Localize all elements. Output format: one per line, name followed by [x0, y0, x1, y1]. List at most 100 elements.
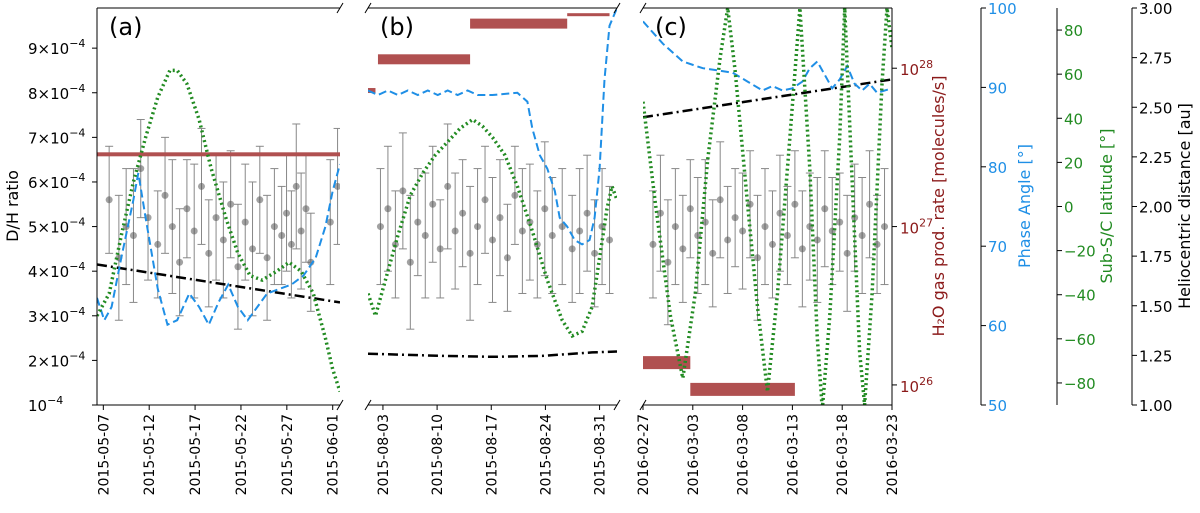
dh-point: [444, 182, 452, 190]
latitude-tick-label: −20: [1064, 243, 1096, 261]
y-tick-label-exponent: −4: [69, 37, 85, 50]
helio-axis-label: Heliocentric distance [au]: [1175, 103, 1194, 309]
y-tick-label-exponent: −4: [69, 126, 85, 139]
dh-point: [858, 231, 866, 239]
y-axis-label-dh: D/H ratio: [3, 170, 22, 242]
y-tick-label: 5×10−4: [28, 216, 85, 237]
helio-tick-label: 1.75: [1139, 248, 1172, 266]
y-tick-label-exponent: −4: [69, 349, 85, 362]
panel-plot-area: [368, 8, 617, 359]
y-tick-label-base: 4×10: [28, 263, 69, 281]
latitude-tick-label: −40: [1064, 287, 1096, 305]
dh-point: [197, 182, 205, 190]
dh-point: [263, 254, 271, 262]
dh-point: [451, 227, 459, 235]
latitude-tick-label: −80: [1064, 375, 1096, 393]
dh-point: [241, 218, 249, 226]
water-production-bar: [368, 88, 376, 94]
dh-point: [489, 236, 496, 244]
y-tick-label: 7×10−4: [28, 126, 85, 147]
axis-break-mark: [336, 399, 344, 411]
latitude-tick-label: 60: [1064, 66, 1083, 84]
dh-point: [583, 209, 591, 217]
dh-point: [866, 200, 874, 208]
dh-point: [671, 223, 679, 231]
y-tick-label-base: 9×10: [28, 40, 69, 58]
x-tick-label: 2015-05-22: [234, 414, 250, 495]
dh-point: [558, 223, 566, 231]
dh-point: [606, 236, 614, 244]
dh-point: [783, 231, 791, 239]
water-tick-label-base: 10: [900, 378, 919, 396]
dh-point: [212, 214, 220, 222]
water-tick-label: 1028: [900, 58, 933, 79]
panel-label: (b): [380, 13, 414, 41]
dh-point: [548, 231, 556, 239]
phase-angle-line: [643, 20, 892, 94]
panel-plot-area: [97, 68, 340, 393]
dh-point: [406, 258, 414, 266]
axis-break-mark: [364, 2, 372, 14]
dh-point: [219, 236, 227, 244]
y-tick-label: 2×10−4: [28, 349, 85, 370]
axis-break-mark: [639, 2, 647, 14]
x-tick-label: 2016-03-23: [885, 414, 901, 495]
dh-point: [761, 223, 769, 231]
phase-tick-label: 80: [988, 159, 1007, 177]
dh-point: [292, 182, 300, 190]
dh-point: [739, 227, 747, 235]
latitude-tick-label: 20: [1064, 154, 1083, 172]
helio-tick-label: 2.00: [1139, 199, 1172, 217]
dh-point: [821, 205, 829, 213]
water-tick-label-exponent: 28: [919, 58, 933, 71]
y-tick-label-base: 10: [28, 397, 47, 415]
water-tick-label: 1026: [900, 375, 933, 396]
y-tick-label-exponent: −4: [47, 394, 63, 407]
dh-point: [731, 214, 739, 222]
dh-point: [503, 254, 511, 262]
dh-point: [511, 191, 519, 199]
phase-tick-label: 100: [988, 0, 1017, 18]
dh-point: [466, 249, 474, 257]
dh-point: [154, 240, 162, 248]
panel-label: (c): [655, 13, 687, 41]
y-tick-label-base: 6×10: [28, 174, 69, 192]
dh-point: [234, 263, 242, 271]
latitude-tick-label: 40: [1064, 110, 1083, 128]
dh-point: [399, 187, 407, 195]
dh-point: [806, 223, 814, 231]
phase-tick-label: 70: [988, 238, 1007, 256]
panel-c: (c) 2016-02-27 2016-03-03 2016-03-08 2016-03…: [636, 2, 901, 495]
dh-point: [541, 205, 549, 213]
dh-point: [129, 231, 137, 239]
dh-point: [518, 227, 526, 235]
y-tick-label: 10−4: [28, 394, 63, 415]
x-tick-label: 2015-06-01: [326, 414, 342, 495]
latitude-tick-label: 80: [1064, 22, 1083, 40]
dh-point: [256, 196, 264, 204]
heliocentric-distance-line: [97, 263, 340, 304]
dh-point: [190, 227, 198, 235]
helio-tick-label: 1.25: [1139, 347, 1172, 365]
dh-point: [176, 258, 184, 266]
dh-point: [227, 200, 235, 208]
phase-tick-label: 50: [988, 397, 1007, 415]
dh-point: [813, 236, 821, 244]
y-tick-label: 8×10−4: [28, 82, 85, 103]
y-tick-label-exponent: −4: [69, 216, 85, 229]
dh-point: [205, 249, 213, 257]
dh-point: [283, 209, 291, 217]
water-production-bar: [470, 18, 568, 29]
helio-tick-label: 3.00: [1139, 0, 1172, 18]
dh-point: [686, 205, 694, 213]
water-tick-label: 1027: [900, 217, 933, 238]
axis-break-mark: [364, 399, 372, 411]
dh-point: [302, 205, 310, 213]
y-tick-label-exponent: −4: [69, 260, 85, 273]
dh-point: [297, 227, 305, 235]
water-tick-label-base: 10: [900, 61, 919, 79]
dh-point: [414, 218, 422, 226]
phase-axis-label: Phase Angle [°]: [1015, 144, 1034, 268]
panel-plot-area: [643, 8, 892, 405]
